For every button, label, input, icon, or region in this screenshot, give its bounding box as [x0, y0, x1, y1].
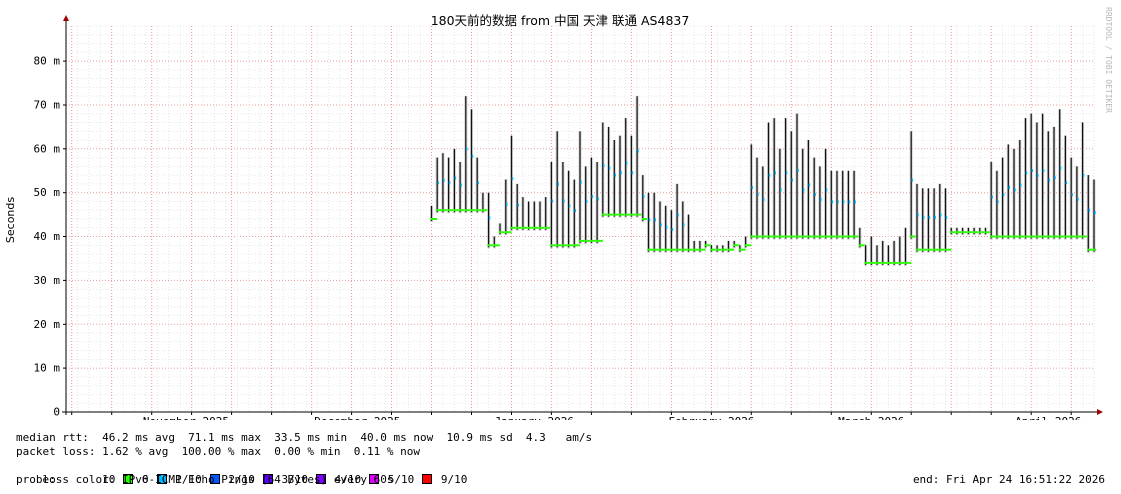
loss-color-swatches: 0 1/10 2/10 3/10 4/10 5/10 9/10	[115, 473, 467, 487]
median-rtt-line: median rtt: 46.2 ms avg 71.1 ms max 33.5…	[16, 431, 593, 444]
y-tick-label: 70 m	[34, 99, 61, 112]
loss-color-label-item: 1/10	[168, 473, 202, 486]
latency-chart: 0 10 m 20 m 30 m 40 m 50 m 60 m 70 m 80 m Novemb…	[4, 7, 1113, 420]
x-tick-label: February 2026	[668, 415, 754, 420]
y-tick-label: 80 m	[34, 55, 61, 68]
chart-title: 180天前的数据 from 中国 天津 联通 AS4837	[431, 13, 690, 28]
loss-color-item: 9/10	[422, 473, 467, 487]
x-tick-label: December 2025	[314, 415, 400, 420]
packet-loss-line: packet loss: 1.62 % avg 100.00 % max 0.0…	[16, 445, 420, 458]
loss-color-label-item: 9/10	[434, 473, 468, 486]
axes	[62, 15, 1103, 415]
y-tick-label: 40 m	[34, 230, 61, 243]
end-time: end: Fri Apr 24 16:51:22 2026	[912, 473, 1105, 486]
loss-color-label-item: 4/10	[327, 473, 362, 486]
x-tick-labels: November 2025 December 2025 January 2026 Fe…	[143, 415, 1082, 420]
loss-color-item: 2/10	[209, 473, 255, 487]
loss-color-item: 1/10	[156, 473, 202, 487]
x-axis-arrow	[1097, 409, 1103, 415]
loss-color-label-item: 5/10	[381, 473, 415, 486]
y-tick-label: 50 m	[34, 186, 61, 199]
y-tick-labels: 0 10 m 20 m 30 m 40 m 50 m 60 m 70 m 80 m	[34, 55, 66, 419]
y-tick-label: 20 m	[34, 318, 61, 331]
loss-color-swatch	[123, 474, 134, 484]
y-tick-label: 10 m	[34, 362, 61, 375]
rrdtool-watermark: RRDTOOL / TOBI OETIKER	[1104, 7, 1113, 113]
loss-color-legend: loss color: 0 1/10 2/10 3/10 4/10 5/10 9…	[16, 459, 468, 494]
x-tick-label: March 2026	[838, 415, 904, 420]
loss-color-swatch	[262, 474, 273, 484]
y-tick-label: 0	[53, 406, 60, 419]
loss-color-item: 5/10	[369, 473, 414, 487]
loss-color-item: 3/10	[262, 473, 308, 487]
y-axis-arrow	[63, 15, 69, 21]
loss-color-swatch	[156, 474, 167, 484]
loss-color-label: loss color:	[42, 473, 116, 486]
y-tick-label: 30 m	[34, 274, 61, 287]
x-tick-label: April 2026	[1015, 415, 1081, 420]
loss-color-swatch	[422, 474, 433, 484]
loss-color-label-item: 3/10	[274, 473, 308, 486]
y-tick-label: 60 m	[34, 142, 61, 155]
loss-color-label-item: 2/10	[221, 473, 255, 486]
x-tick-label: January 2026	[495, 415, 574, 420]
x-tick-label: November 2025	[143, 415, 229, 420]
loss-color-swatch	[369, 474, 380, 484]
loss-color-swatch	[209, 474, 220, 484]
loss-color-swatch	[315, 474, 326, 484]
loss-color-item: 4/10	[315, 473, 362, 487]
y-axis-label: Seconds	[4, 197, 17, 243]
loss-color-item: 0	[123, 473, 149, 487]
series-marks	[430, 96, 1096, 266]
loss-color-label-item: 0	[135, 473, 149, 486]
probe-line: probe: 10 IPv6-ICMP Echo Pings (64 Bytes…	[16, 473, 394, 486]
